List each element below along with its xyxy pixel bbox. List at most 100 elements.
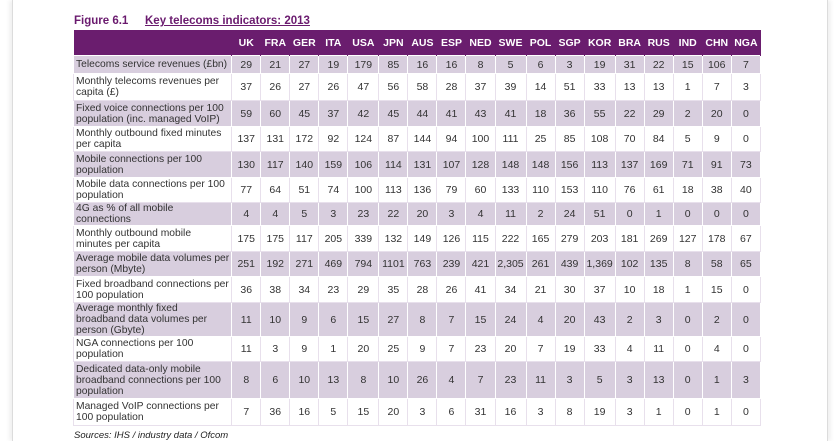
value-cell-fra: 192 (260, 251, 291, 277)
value-cell-swe: 2,305 (494, 251, 527, 277)
value-cell-ger: 271 (289, 251, 320, 277)
value-cell-nga: 0 (730, 336, 762, 362)
value-cell-kor: 51 (583, 202, 616, 226)
value-cell-ind: 0 (672, 202, 703, 226)
column-header-ned: NED (465, 30, 496, 56)
value-cell-pol: 21 (525, 276, 556, 303)
value-cell-kor: 1,369 (583, 251, 616, 277)
value-cell-sgp: 439 (554, 251, 585, 277)
value-cell-kor: 203 (583, 225, 616, 252)
value-cell-aus: 131 (407, 151, 438, 178)
column-header-chn: CHN (702, 30, 732, 56)
value-cell-usa: 179 (347, 55, 380, 74)
value-cell-aus: 149 (407, 225, 438, 252)
value-cell-aus: 763 (407, 251, 438, 277)
value-cell-ger: 45 (289, 100, 320, 127)
value-cell-swe: 11 (494, 202, 527, 226)
value-cell-uk: 175 (231, 225, 262, 252)
value-cell-nga: 65 (730, 251, 762, 277)
value-cell-esp: 16 (436, 55, 467, 74)
table-row: Monthly telecoms revenues per capita (£)… (72, 73, 762, 101)
value-cell-uk: 7 (231, 398, 262, 426)
row-label: Fixed voice connections per 100 populati… (72, 100, 233, 127)
value-cell-ind: 0 (672, 398, 703, 426)
value-cell-ger: 16 (289, 398, 320, 426)
value-cell-pol: 148 (525, 151, 556, 178)
table-row: NGA connections per 100 population 11 3 9 1 2… (72, 336, 762, 362)
column-header-esp: ESP (436, 30, 467, 56)
value-cell-esp: 41 (436, 100, 467, 127)
value-cell-swe: 20 (494, 336, 527, 362)
value-cell-kor: 110 (583, 177, 616, 203)
value-cell-pol: 7 (525, 336, 556, 362)
value-cell-kor: 55 (583, 100, 616, 127)
value-cell-sgp: 20 (554, 302, 585, 337)
value-cell-uk: 59 (231, 100, 262, 127)
sources-note: Sources: IHS / industry data / Ofcom (74, 430, 229, 441)
value-cell-chn: 9 (701, 126, 732, 152)
figure-title: Figure 6.1 Key telecoms indicators: 2013 (74, 15, 310, 27)
column-header-kor: KOR (584, 30, 616, 56)
value-cell-esp: 107 (436, 151, 467, 178)
value-cell-pol: 18 (525, 100, 556, 127)
value-cell-ger: 9 (289, 336, 320, 362)
value-cell-sgp: 3 (554, 55, 585, 74)
value-cell-ita: 159 (318, 151, 349, 178)
value-cell-bra: 70 (614, 126, 645, 152)
column-header-usa: USA (347, 30, 380, 56)
value-cell-aus: 20 (407, 202, 438, 226)
value-cell-nga: 0 (730, 276, 762, 303)
value-cell-ger: 51 (289, 177, 320, 203)
value-cell-ind: 1 (672, 73, 703, 101)
value-cell-ned: 100 (465, 126, 496, 152)
value-cell-ita: 205 (318, 225, 349, 252)
value-cell-jpn: 25 (378, 336, 409, 362)
value-cell-fra: 175 (260, 225, 291, 252)
value-cell-kor: 33 (583, 336, 616, 362)
value-cell-esp: 6 (436, 398, 467, 426)
value-cell-jpn: 10 (378, 361, 409, 399)
value-cell-jpn: 27 (378, 302, 409, 337)
value-cell-esp: 3 (436, 202, 467, 226)
value-cell-ita: 23 (318, 276, 349, 303)
value-cell-ita: 6 (318, 302, 349, 337)
value-cell-ger: 5 (289, 202, 320, 226)
column-header-fra: FRA (260, 30, 291, 56)
value-cell-chn: 91 (701, 151, 732, 178)
row-label: Mobile data connections per 100 populati… (72, 177, 233, 203)
value-cell-aus: 44 (407, 100, 438, 127)
value-cell-fra: 117 (260, 151, 291, 178)
value-cell-rus: 18 (643, 276, 674, 303)
value-cell-rus: 11 (643, 336, 674, 362)
value-cell-aus: 8 (407, 302, 438, 337)
value-cell-chn: 2 (701, 302, 732, 337)
value-cell-chn: 0 (701, 202, 732, 226)
value-cell-ger: 140 (289, 151, 320, 178)
value-cell-ned: 60 (465, 177, 496, 203)
value-cell-bra: 10 (614, 276, 645, 303)
value-cell-rus: 169 (643, 151, 674, 178)
value-cell-ned: 4 (465, 202, 496, 226)
value-cell-esp: 7 (436, 336, 467, 362)
value-cell-ger: 172 (289, 126, 320, 152)
value-cell-ger: 27 (289, 73, 320, 101)
value-cell-usa: 124 (347, 126, 380, 152)
row-label: Monthly outbound mobile minutes per capi… (72, 225, 233, 252)
value-cell-swe: 24 (494, 302, 527, 337)
column-header-sgp: SGP (555, 30, 585, 56)
row-label: Monthly outbound fixed minutes per capit… (72, 126, 233, 152)
value-cell-sgp: 3 (554, 361, 585, 399)
value-cell-fra: 6 (260, 361, 291, 399)
value-cell-chn: 15 (701, 276, 732, 303)
value-cell-bra: 3 (614, 398, 645, 426)
value-cell-ned: 128 (465, 151, 496, 178)
value-cell-chn: 4 (701, 336, 732, 362)
table-row: 4G as % of all mobile connections 4 4 5 3 23 2… (72, 202, 762, 226)
value-cell-rus: 269 (643, 225, 674, 252)
header-blank-cell (73, 30, 233, 56)
value-cell-chn: 20 (701, 100, 732, 127)
value-cell-usa: 106 (347, 151, 380, 178)
value-cell-aus: 58 (407, 73, 438, 101)
column-header-jpn: JPN (378, 30, 409, 56)
value-cell-aus: 136 (407, 177, 438, 203)
